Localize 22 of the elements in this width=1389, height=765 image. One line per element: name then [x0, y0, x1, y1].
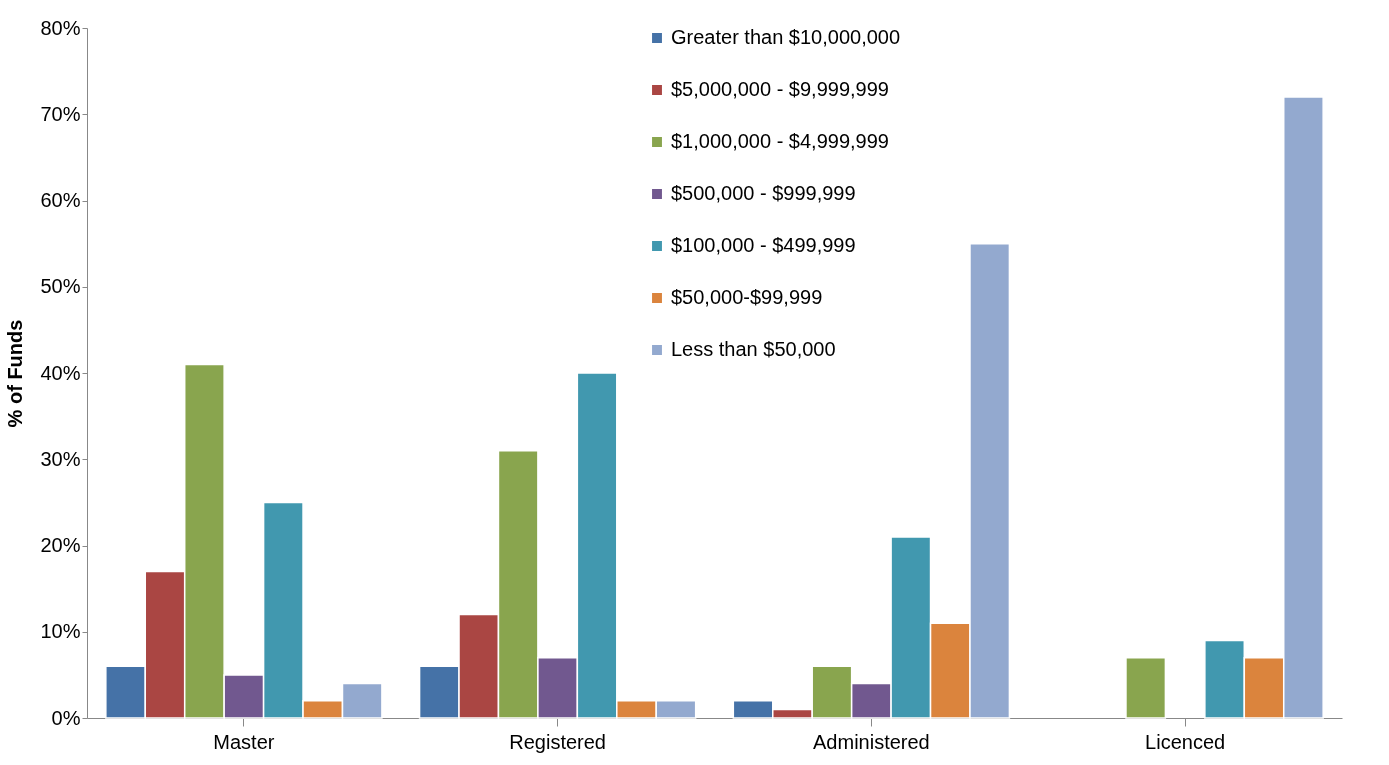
x-tick-label: Registered	[509, 730, 606, 753]
legend-label: Less than $50,000	[671, 338, 836, 360]
legend-label: $100,000 - $499,999	[671, 234, 856, 256]
y-tick-label: 10%	[40, 620, 81, 643]
legend-label: Greater than $10,000,000	[671, 26, 901, 48]
legend-label: $5,000,000 - $9,999,999	[671, 78, 889, 100]
y-axis-title: % of Funds	[4, 319, 27, 428]
legend-label: $50,000-$99,999	[671, 286, 823, 308]
x-tick-label: Administered	[813, 730, 930, 753]
y-tick-label: 80%	[40, 16, 81, 39]
y-tick-label: 70%	[40, 102, 81, 125]
legend-label: $500,000 - $999,999	[671, 182, 856, 204]
x-tick-label: Licenced	[1145, 730, 1226, 753]
y-tick-label: 50%	[40, 275, 81, 298]
y-tick-label: 60%	[40, 189, 81, 211]
y-tick-label: 0%	[51, 706, 81, 729]
x-tick-label: Master	[213, 730, 275, 753]
y-tick-label: 30%	[40, 447, 81, 470]
legend-label: $1,000,000 - $4,999,999	[671, 130, 889, 152]
bar	[1125, 656, 1167, 719]
y-tick-label: 40%	[40, 361, 81, 384]
y-tick-label: 20%	[40, 534, 81, 556]
